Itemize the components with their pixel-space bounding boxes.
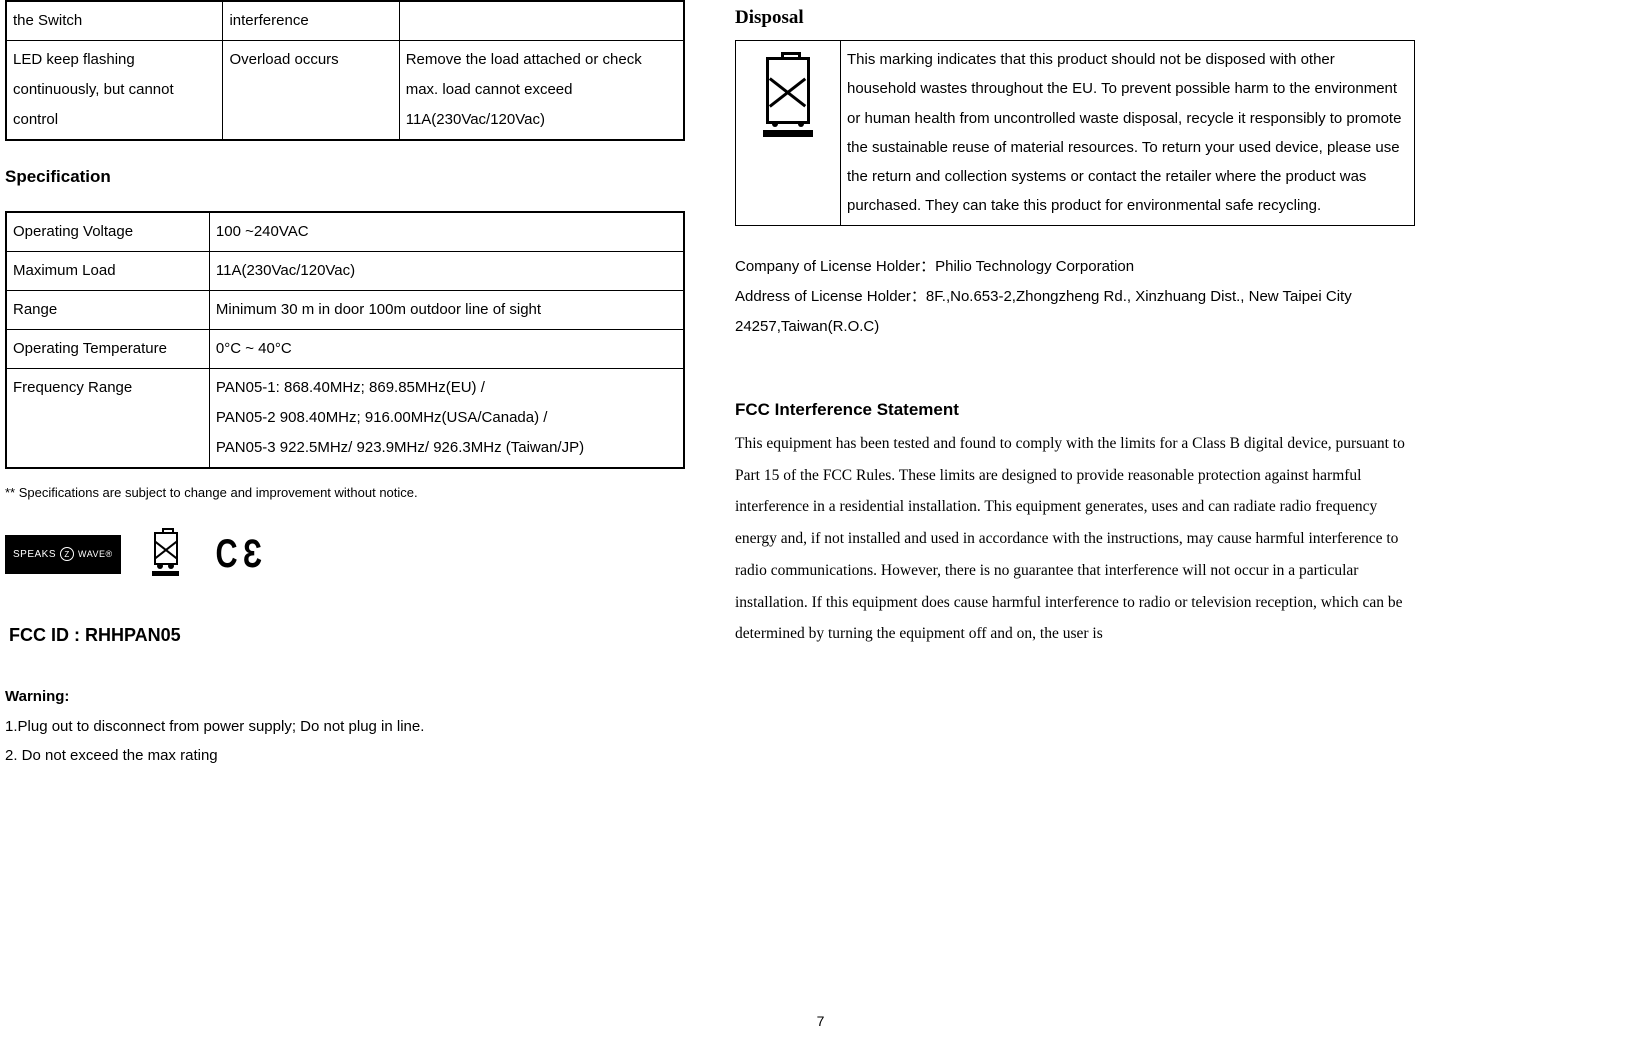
page-number: 7 [817,1008,825,1035]
spec-key: Operating Temperature [6,330,209,369]
company-line: Company of License Holder：Philio Technol… [735,252,1415,282]
table-row: Operating Voltage 100 ~240VAC [6,212,684,252]
spec-note: ** Specifications are subject to change … [5,481,685,506]
cell-action [399,1,684,41]
logo-text: SPEAKS [13,545,56,564]
warning-item: 2. Do not exceed the max rating [5,742,685,771]
cell-cause: Overload occurs [223,41,399,141]
spec-key: Operating Voltage [6,212,209,252]
logo-row: SPEAKS Z WAVE® CƐ [5,520,685,588]
spec-key: Range [6,291,209,330]
fcc-statement-body: This equipment has been tested and found… [735,428,1415,650]
weee-icon [149,532,183,576]
specification-table: Operating Voltage 100 ~240VAC Maximum Lo… [5,211,685,469]
table-row: LED keep flashing continuously, but cann… [6,41,684,141]
specification-heading: Specification [5,161,685,193]
left-column: the Switch interference LED keep flashin… [5,0,685,770]
ce-mark-icon: CƐ [215,517,266,592]
disposal-icon-cell [736,41,841,225]
table-row: Range Minimum 30 m in door 100m outdoor … [6,291,684,330]
table-row: Frequency Range PAN05-1: 868.40MHz; 869.… [6,369,684,469]
fcc-id: FCC ID : RHHPAN05 [9,618,685,652]
fcc-statement-heading: FCC Interference Statement [735,394,1415,426]
table-row: Maximum Load 11A(230Vac/120Vac) [6,252,684,291]
spec-value: PAN05-1: 868.40MHz; 869.85MHz(EU) / PAN0… [209,369,684,469]
spec-value: Minimum 30 m in door 100m outdoor line o… [209,291,684,330]
cell-cause: interference [223,1,399,41]
disposal-heading: Disposal [735,0,1415,36]
weee-icon [757,49,819,145]
troubleshoot-table: the Switch interference LED keep flashin… [5,0,685,141]
spec-value: 11A(230Vac/120Vac) [209,252,684,291]
cell-action: Remove the load attached or check max. l… [399,41,684,141]
cell-symptom: the Switch [6,1,223,41]
right-column: Disposal This marking indicates that thi… [735,0,1415,770]
warning-item: 1.Plug out to disconnect from power supp… [5,713,685,742]
spec-key: Frequency Range [6,369,209,469]
disposal-box: This marking indicates that this product… [735,40,1415,226]
cell-symptom: LED keep flashing continuously, but cann… [6,41,223,141]
warning-heading: Warning: [5,683,685,712]
spec-key: Maximum Load [6,252,209,291]
spec-value: 100 ~240VAC [209,212,684,252]
spec-value: 0°C ~ 40°C [209,330,684,369]
license-holder: Company of License Holder：Philio Technol… [735,252,1415,342]
table-row: Operating Temperature 0°C ~ 40°C [6,330,684,369]
logo-text: WAVE® [78,546,113,563]
speaks-zwave-logo: SPEAKS Z WAVE® [5,535,121,574]
address-line: Address of License Holder：8F.,No.653-2,Z… [735,282,1415,342]
disposal-text: This marking indicates that this product… [841,41,1414,225]
zwave-icon: Z [60,547,74,561]
table-row: the Switch interference [6,1,684,41]
